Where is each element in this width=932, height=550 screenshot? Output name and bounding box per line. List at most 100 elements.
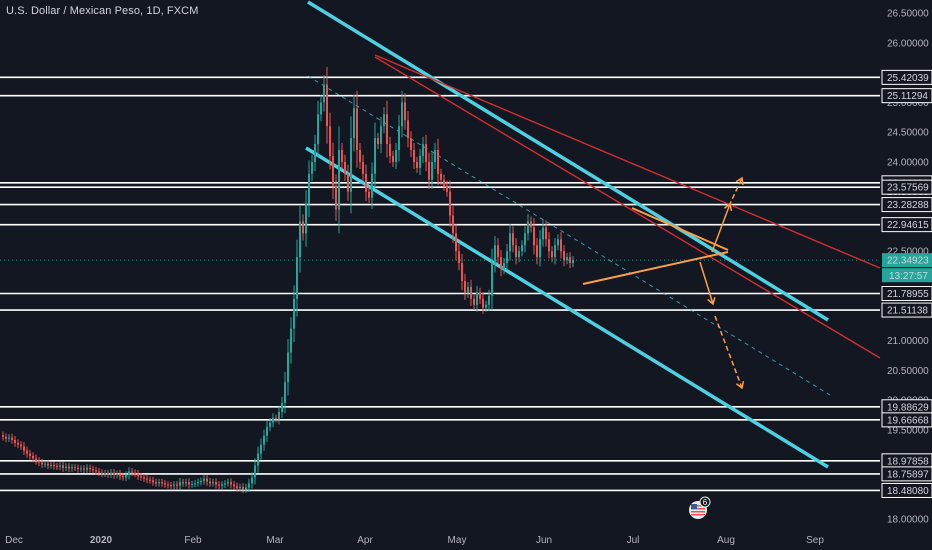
candle-body [35, 458, 37, 461]
candle-body [536, 245, 538, 258]
level-price-tag [881, 302, 932, 318]
price-tick-label: 26.50000 [887, 9, 929, 20]
candle-body [188, 482, 190, 485]
candle [548, 232, 550, 259]
candle-body [281, 402, 283, 412]
candle-body [416, 161, 418, 168]
candle-body [95, 470, 97, 472]
candle [5, 433, 7, 443]
candle-body [551, 251, 553, 258]
price-axis[interactable]: 26.50000 26.00000 25.00000 24.50000 24.00000… [881, 9, 932, 526]
candle [524, 226, 526, 253]
candle [410, 130, 412, 158]
candle [542, 220, 544, 247]
candle-body [350, 138, 352, 192]
candle-body [443, 179, 445, 186]
candle [173, 481, 175, 490]
candle-body [566, 257, 568, 261]
candle-body [302, 221, 304, 234]
flag-stripe [691, 508, 705, 510]
time-tick-label: Apr [357, 535, 373, 546]
price-tick-label: 19.50000 [887, 425, 929, 436]
candle [215, 478, 217, 489]
candle-body [86, 467, 88, 470]
candle-body [101, 472, 103, 474]
channel-lower-line [305, 146, 829, 469]
price-tick-label: 24.00000 [887, 157, 929, 168]
candle [482, 292, 484, 314]
candle [248, 478, 250, 492]
candle [161, 478, 163, 487]
candle-body [215, 482, 217, 485]
candle-body [143, 477, 145, 479]
candle [209, 477, 211, 487]
candle [257, 446, 259, 473]
candle-body [260, 444, 262, 454]
candle [308, 160, 310, 217]
candle-body [563, 251, 565, 261]
candle [296, 239, 298, 317]
candle [521, 240, 523, 257]
candle [188, 478, 190, 489]
flag-badge[interactable]: 6 [689, 496, 711, 519]
candle-body [383, 114, 385, 127]
candle-body [122, 476, 124, 478]
level-price-label: 18.48080 [887, 486, 929, 497]
price-tick-label: 20.50000 [887, 366, 929, 377]
candle [287, 339, 289, 396]
candle [383, 107, 385, 134]
level-price-tag [881, 217, 932, 233]
candle-body [506, 251, 508, 264]
candle-body [389, 144, 391, 156]
candle [62, 461, 64, 472]
candle [128, 467, 130, 480]
candle [92, 465, 94, 474]
candle [50, 461, 52, 469]
candle-body [326, 84, 328, 127]
level-price-label: 18.75897 [887, 469, 929, 480]
candle [80, 465, 82, 473]
candle-body [482, 298, 484, 308]
candle-body [572, 260, 574, 264]
candle-body [488, 295, 490, 305]
candle [158, 478, 160, 487]
candle [146, 475, 148, 484]
level-price-label: 23.28288 [887, 200, 929, 211]
candle [125, 471, 127, 482]
candle [266, 420, 268, 442]
time-axis[interactable]: Dec 2020 Feb Mar Apr May Jun Jul Aug Sep [0, 528, 932, 550]
candle [464, 273, 466, 301]
candle [446, 180, 448, 197]
candle [131, 468, 133, 477]
candle-body [290, 328, 292, 353]
candle-body [293, 298, 295, 329]
candle [536, 238, 538, 265]
candle [533, 218, 535, 255]
candle [299, 205, 301, 273]
candle-body [164, 483, 166, 485]
candle-body [530, 221, 532, 228]
candle [428, 152, 430, 189]
candle-body [476, 292, 478, 305]
candle-body [32, 455, 34, 459]
candle-body [224, 483, 226, 485]
candle [137, 470, 139, 481]
candle-body [410, 138, 412, 151]
red-trend-line-lower [374, 56, 881, 359]
candle [377, 133, 379, 150]
candle [398, 114, 400, 162]
candle-body [74, 467, 76, 469]
candle-body [197, 482, 199, 484]
candle-body [374, 138, 376, 174]
candle [359, 142, 361, 170]
candle-body [470, 286, 472, 299]
candle-body [554, 245, 556, 258]
candle-body [179, 482, 181, 486]
candle [338, 126, 340, 234]
candle-body [521, 245, 523, 252]
candle [557, 234, 559, 251]
candle [35, 454, 37, 465]
candle-body [263, 435, 265, 445]
